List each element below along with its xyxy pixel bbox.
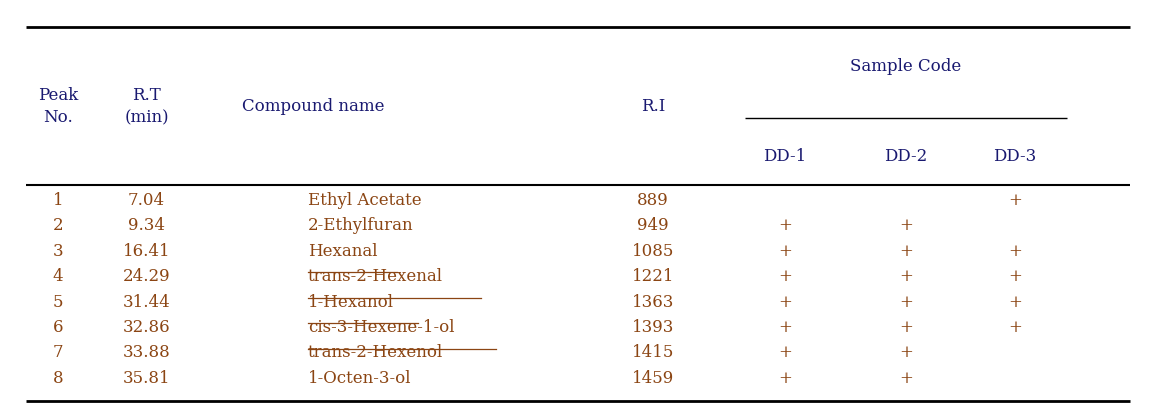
Text: 4: 4 — [53, 268, 64, 285]
Text: 1085: 1085 — [631, 243, 674, 260]
Text: 949: 949 — [637, 218, 668, 235]
Text: 1: 1 — [53, 192, 64, 209]
Text: Peak
No.: Peak No. — [38, 87, 79, 126]
Text: +: + — [1008, 243, 1022, 260]
Text: Compound name: Compound name — [242, 98, 385, 115]
Text: 31.44: 31.44 — [123, 294, 170, 310]
Text: +: + — [899, 319, 913, 336]
Text: 7.04: 7.04 — [128, 192, 165, 209]
Text: DD-1: DD-1 — [763, 148, 807, 165]
Text: 1393: 1393 — [631, 319, 674, 336]
Text: +: + — [778, 268, 792, 285]
Text: R.I: R.I — [640, 98, 665, 115]
Text: +: + — [778, 319, 792, 336]
Text: R.T
(min): R.T (min) — [125, 87, 169, 126]
Text: +: + — [778, 243, 792, 260]
Text: 6: 6 — [53, 319, 64, 336]
Text: +: + — [899, 243, 913, 260]
Text: 33.88: 33.88 — [123, 344, 170, 361]
Text: 7: 7 — [53, 344, 64, 361]
Text: 32.86: 32.86 — [123, 319, 170, 336]
Text: 1-Hexanol: 1-Hexanol — [307, 294, 394, 310]
Text: 1363: 1363 — [631, 294, 674, 310]
Text: 1221: 1221 — [631, 268, 674, 285]
Text: 1-Octen-3-ol: 1-Octen-3-ol — [307, 369, 412, 386]
Text: +: + — [1008, 268, 1022, 285]
Text: +: + — [778, 369, 792, 386]
Text: +: + — [899, 218, 913, 235]
Text: Hexanal: Hexanal — [307, 243, 377, 260]
Text: 2-Ethylfuran: 2-Ethylfuran — [307, 218, 414, 235]
Text: +: + — [778, 294, 792, 310]
Text: 3: 3 — [53, 243, 64, 260]
Text: 8: 8 — [53, 369, 64, 386]
Text: 5: 5 — [53, 294, 64, 310]
Text: +: + — [899, 268, 913, 285]
Text: +: + — [1008, 192, 1022, 209]
Text: +: + — [1008, 319, 1022, 336]
Text: Sample Code: Sample Code — [851, 58, 962, 75]
Text: +: + — [899, 294, 913, 310]
Text: 35.81: 35.81 — [123, 369, 170, 386]
Text: 1415: 1415 — [631, 344, 674, 361]
Text: +: + — [778, 344, 792, 361]
Text: DD-2: DD-2 — [884, 148, 927, 165]
Text: trans-2-Hexenol: trans-2-Hexenol — [307, 344, 443, 361]
Text: trans-2-Hexenal: trans-2-Hexenal — [307, 268, 443, 285]
Text: 9.34: 9.34 — [128, 218, 165, 235]
Text: +: + — [1008, 294, 1022, 310]
Text: cis-3-Hexene-1-ol: cis-3-Hexene-1-ol — [307, 319, 454, 336]
Text: Ethyl Acetate: Ethyl Acetate — [307, 192, 421, 209]
Text: 2: 2 — [53, 218, 64, 235]
Text: +: + — [899, 369, 913, 386]
Text: 24.29: 24.29 — [123, 268, 170, 285]
Text: 889: 889 — [637, 192, 668, 209]
Text: DD-3: DD-3 — [993, 148, 1037, 165]
Text: 16.41: 16.41 — [123, 243, 170, 260]
Text: 1459: 1459 — [631, 369, 674, 386]
Text: +: + — [899, 344, 913, 361]
Text: +: + — [778, 218, 792, 235]
